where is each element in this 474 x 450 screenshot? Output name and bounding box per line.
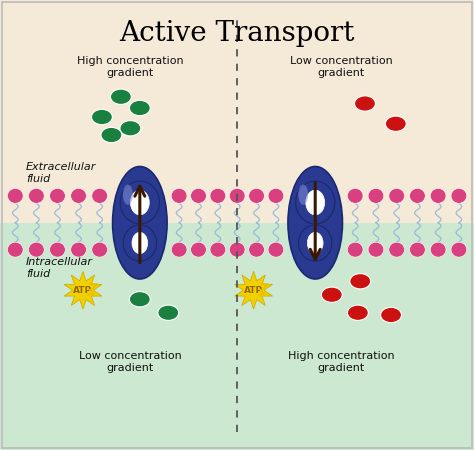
Text: High concentration
gradient: High concentration gradient <box>77 56 183 78</box>
Ellipse shape <box>132 232 148 254</box>
Text: Active Transport: Active Transport <box>119 20 355 47</box>
Ellipse shape <box>299 225 332 261</box>
Circle shape <box>71 189 86 203</box>
Circle shape <box>430 242 446 257</box>
Ellipse shape <box>129 292 150 307</box>
Circle shape <box>430 189 446 203</box>
Ellipse shape <box>385 116 406 131</box>
Text: ATP: ATP <box>244 286 263 295</box>
Circle shape <box>191 242 206 257</box>
Bar <box>0 223 474 450</box>
Ellipse shape <box>110 89 131 104</box>
Circle shape <box>347 189 363 203</box>
Ellipse shape <box>381 307 401 323</box>
Circle shape <box>171 189 187 203</box>
Circle shape <box>268 242 284 257</box>
Circle shape <box>410 242 425 257</box>
Ellipse shape <box>91 109 112 125</box>
Circle shape <box>50 189 65 203</box>
Ellipse shape <box>158 305 179 320</box>
Ellipse shape <box>130 190 149 215</box>
Circle shape <box>368 242 384 257</box>
Circle shape <box>229 242 245 257</box>
Circle shape <box>50 242 65 257</box>
Ellipse shape <box>129 100 150 116</box>
Ellipse shape <box>355 96 375 111</box>
Circle shape <box>191 189 206 203</box>
Text: Low concentration
gradient: Low concentration gradient <box>290 56 392 78</box>
Circle shape <box>451 242 467 257</box>
Circle shape <box>249 189 264 203</box>
Text: ATP: ATP <box>73 286 92 295</box>
Ellipse shape <box>307 232 323 254</box>
Circle shape <box>28 242 44 257</box>
Ellipse shape <box>321 287 342 302</box>
Circle shape <box>389 242 404 257</box>
Circle shape <box>8 242 23 257</box>
Circle shape <box>389 189 404 203</box>
Circle shape <box>229 189 245 203</box>
Circle shape <box>71 242 86 257</box>
Circle shape <box>28 189 44 203</box>
Text: Intracellular
fluid: Intracellular fluid <box>26 257 93 279</box>
Circle shape <box>410 189 425 203</box>
Text: High concentration
gradient: High concentration gradient <box>288 351 394 373</box>
Circle shape <box>347 242 363 257</box>
Ellipse shape <box>101 127 122 143</box>
Circle shape <box>171 242 187 257</box>
Circle shape <box>268 189 284 203</box>
Ellipse shape <box>298 184 308 205</box>
Circle shape <box>92 242 108 257</box>
Text: Low concentration
gradient: Low concentration gradient <box>79 351 182 373</box>
Ellipse shape <box>350 274 371 289</box>
Circle shape <box>8 189 23 203</box>
PathPatch shape <box>235 271 273 309</box>
Ellipse shape <box>120 121 141 136</box>
Ellipse shape <box>123 184 133 205</box>
Ellipse shape <box>112 166 167 279</box>
Ellipse shape <box>123 225 156 261</box>
Circle shape <box>368 189 384 203</box>
Ellipse shape <box>288 166 343 279</box>
Circle shape <box>451 189 467 203</box>
Ellipse shape <box>306 190 325 215</box>
Ellipse shape <box>120 181 159 224</box>
Circle shape <box>92 189 108 203</box>
Ellipse shape <box>347 305 368 320</box>
Circle shape <box>210 189 226 203</box>
Circle shape <box>210 242 226 257</box>
PathPatch shape <box>64 271 102 309</box>
Text: Extracellular
fluid: Extracellular fluid <box>26 162 96 184</box>
Circle shape <box>249 242 264 257</box>
Ellipse shape <box>296 181 335 224</box>
